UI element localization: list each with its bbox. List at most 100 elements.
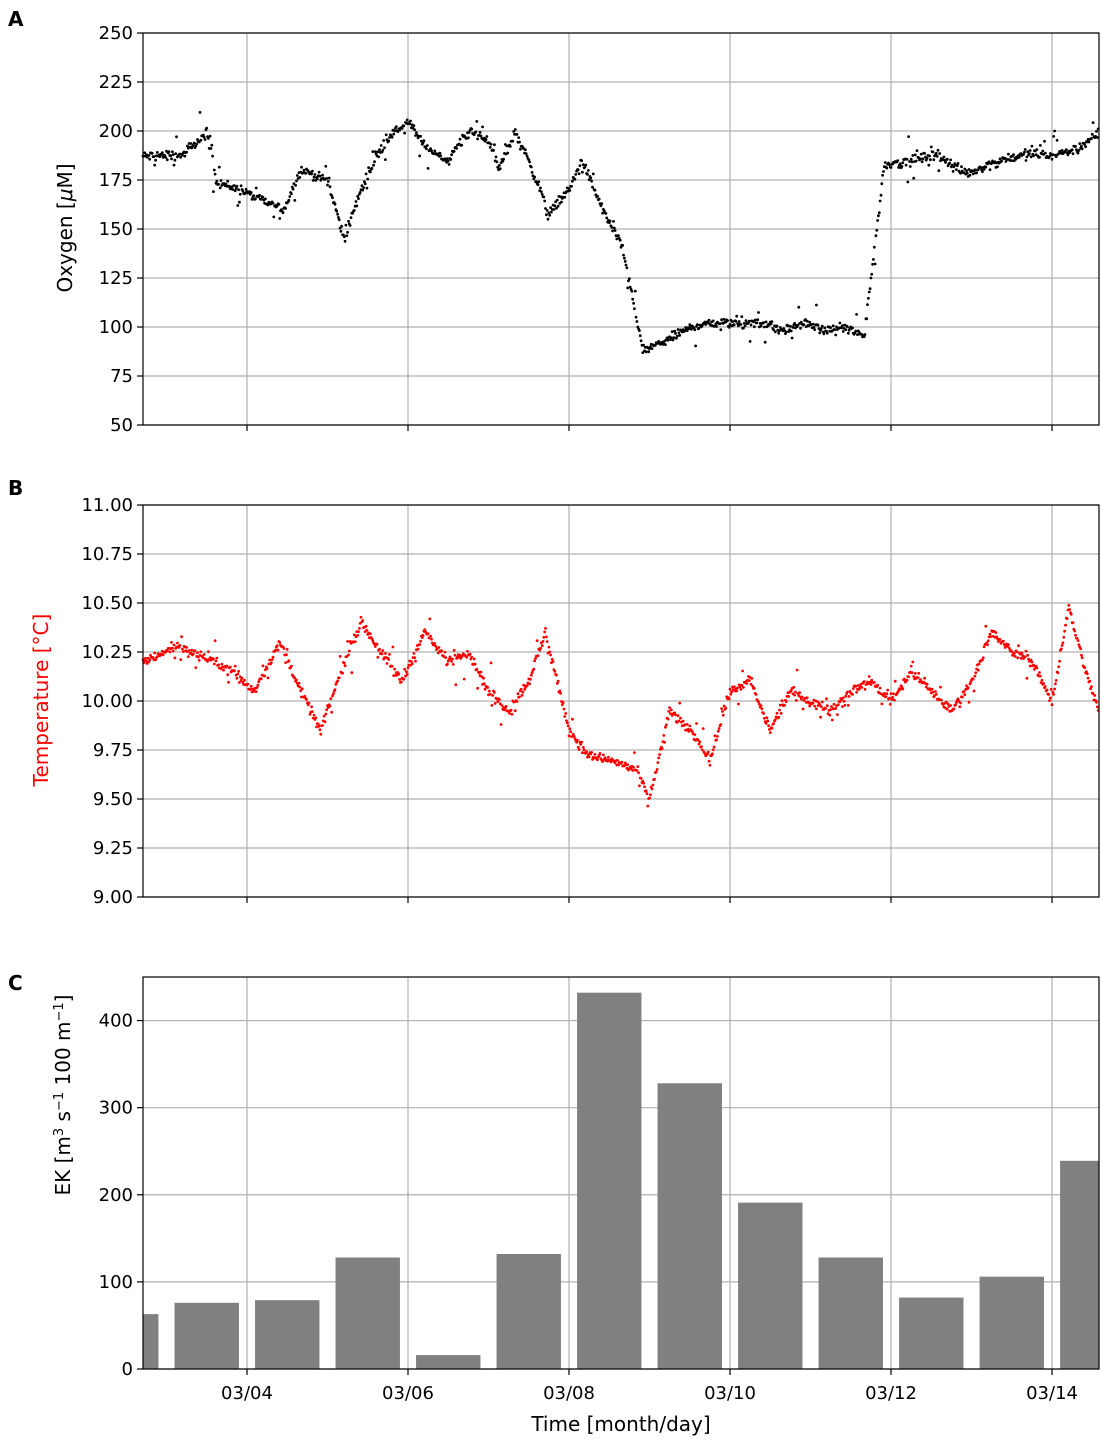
data-point (1076, 639, 1080, 642)
data-point (359, 615, 363, 619)
data-point (556, 679, 560, 683)
data-point (591, 185, 594, 189)
data-point (570, 735, 573, 738)
x-axis-label: Time [month/day] (530, 1412, 710, 1436)
data-point (467, 136, 470, 140)
data-point (485, 135, 489, 138)
data-point (316, 722, 320, 726)
data-point (392, 132, 396, 136)
data-point (394, 125, 398, 129)
data-point (1061, 641, 1065, 645)
data-point (735, 314, 739, 318)
data-point (187, 649, 191, 652)
data-point (863, 333, 867, 336)
data-point (412, 124, 416, 127)
data-point (967, 168, 971, 171)
data-point (276, 648, 280, 652)
data-point (406, 666, 410, 670)
data-point (1076, 151, 1080, 155)
data-point (512, 130, 516, 133)
data-point (1012, 651, 1016, 655)
data-point (393, 129, 396, 133)
data-point (545, 640, 549, 643)
data-point (1028, 152, 1031, 156)
data-point (747, 319, 751, 323)
data-point (949, 704, 952, 707)
data-point (339, 229, 343, 233)
data-point (780, 699, 784, 703)
data-point (219, 667, 223, 671)
data-point (1030, 144, 1034, 148)
ek-bar (899, 1297, 964, 1369)
data-point (789, 324, 792, 328)
data-point (888, 696, 891, 700)
data-point (840, 698, 843, 702)
panel-b-ylabel: Temperature [°C] (29, 614, 53, 788)
data-point (740, 683, 744, 687)
data-point (1093, 694, 1097, 697)
data-point (726, 319, 729, 323)
data-point (553, 204, 557, 208)
data-point (383, 146, 386, 150)
data-point (1095, 705, 1099, 709)
data-point (660, 747, 664, 751)
data-point (956, 162, 960, 165)
data-point (202, 653, 206, 656)
data-point (1064, 148, 1068, 152)
data-point (584, 163, 588, 167)
y-tick-label: 9.50 (93, 789, 133, 810)
data-point (914, 159, 918, 163)
y-tick-label: 75 (110, 366, 133, 387)
data-point (169, 154, 173, 158)
data-point (819, 715, 822, 719)
data-point (677, 331, 681, 335)
data-point (793, 693, 796, 697)
data-point (161, 653, 165, 657)
data-point (371, 639, 375, 643)
data-point (904, 163, 908, 167)
data-point (499, 723, 503, 726)
data-point (867, 675, 871, 678)
data-point (291, 187, 295, 191)
data-point (502, 157, 505, 161)
data-point (1038, 671, 1041, 674)
data-point (1015, 650, 1019, 654)
data-point (838, 321, 842, 325)
data-point (372, 163, 375, 167)
data-point (446, 662, 449, 666)
data-point (539, 190, 543, 194)
data-point (966, 686, 970, 690)
data-point (473, 662, 477, 666)
data-point (288, 195, 292, 198)
data-point (1039, 681, 1043, 684)
data-point (364, 172, 368, 176)
data-point (673, 329, 677, 333)
data-point (938, 152, 942, 155)
data-point (402, 124, 406, 128)
data-point (317, 170, 321, 174)
data-point (841, 705, 844, 708)
data-point (630, 289, 634, 293)
data-point (929, 145, 933, 149)
data-point (1025, 676, 1029, 680)
data-point (813, 704, 817, 708)
data-point (901, 687, 905, 691)
data-point (381, 148, 385, 152)
data-point (1023, 150, 1026, 154)
data-point (164, 156, 168, 159)
data-point (711, 748, 715, 752)
data-point (1091, 121, 1095, 124)
data-point (316, 177, 319, 181)
data-point (212, 662, 216, 666)
data-point (293, 199, 297, 202)
data-point (528, 160, 531, 164)
data-point (832, 702, 836, 706)
data-point (375, 642, 379, 646)
data-point (1049, 696, 1052, 700)
data-point (314, 716, 318, 720)
data-point (879, 193, 883, 197)
data-point (1095, 136, 1099, 139)
data-point (585, 750, 588, 754)
data-point (413, 128, 417, 132)
